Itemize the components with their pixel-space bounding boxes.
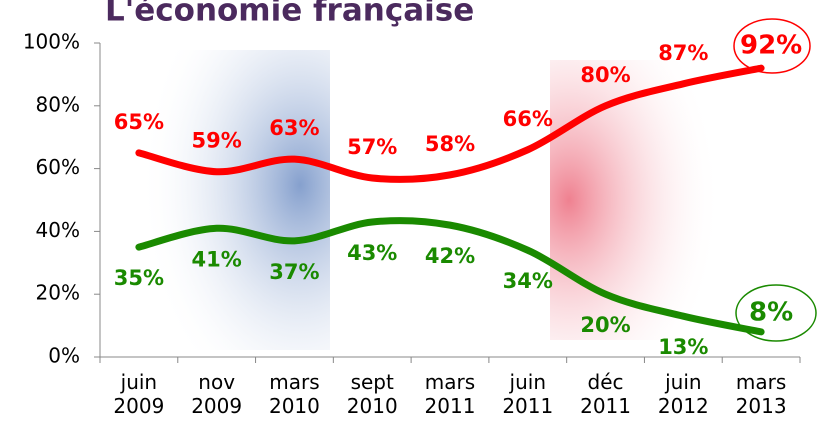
y-tick-label: 40% bbox=[36, 218, 80, 242]
x-tick-label: déc 2011 bbox=[580, 370, 631, 418]
data-label: 58% bbox=[425, 132, 475, 156]
data-label: 87% bbox=[658, 41, 708, 65]
chart-title: L'économie française bbox=[105, 0, 474, 29]
y-tick-label: 20% bbox=[36, 281, 80, 305]
data-label: 63% bbox=[269, 116, 319, 140]
x-tick-label: juin 2009 bbox=[113, 370, 165, 418]
data-label: 66% bbox=[503, 107, 553, 131]
y-tick-label: 60% bbox=[36, 155, 80, 179]
x-tick-label: juin 2011 bbox=[502, 370, 554, 418]
blue-shade bbox=[130, 50, 330, 350]
data-label: 92% bbox=[740, 31, 802, 61]
line bbox=[135, 217, 765, 336]
data-label: 34% bbox=[503, 269, 553, 293]
highlight-circle bbox=[733, 18, 811, 74]
x-tick-label: juin 2012 bbox=[657, 370, 709, 418]
data-label: 37% bbox=[269, 260, 319, 284]
red-shade bbox=[550, 60, 740, 340]
x-tick-label: mars 2010 bbox=[268, 370, 320, 418]
data-label: 57% bbox=[347, 135, 397, 159]
data-label: 43% bbox=[347, 241, 397, 265]
data-label: 65% bbox=[114, 110, 164, 134]
data-label: 41% bbox=[192, 247, 242, 271]
y-tick-label: 0% bbox=[48, 344, 80, 368]
highlight-circle bbox=[735, 284, 817, 342]
data-label: 8% bbox=[749, 298, 793, 328]
data-label: 13% bbox=[658, 335, 708, 359]
data-label: 80% bbox=[580, 63, 630, 87]
y-tick-label: 100% bbox=[23, 30, 80, 54]
data-label: 59% bbox=[192, 129, 242, 153]
x-tick-label: mars 2011 bbox=[424, 370, 476, 418]
data-label: 35% bbox=[114, 266, 164, 290]
data-label: 20% bbox=[580, 313, 630, 337]
y-tick-label: 80% bbox=[36, 92, 80, 116]
x-tick-label: mars 2013 bbox=[735, 370, 787, 418]
line bbox=[135, 64, 765, 183]
x-tick-label: sept 2010 bbox=[346, 370, 398, 418]
x-tick-label: nov 2009 bbox=[191, 370, 243, 418]
data-label: 42% bbox=[425, 244, 475, 268]
